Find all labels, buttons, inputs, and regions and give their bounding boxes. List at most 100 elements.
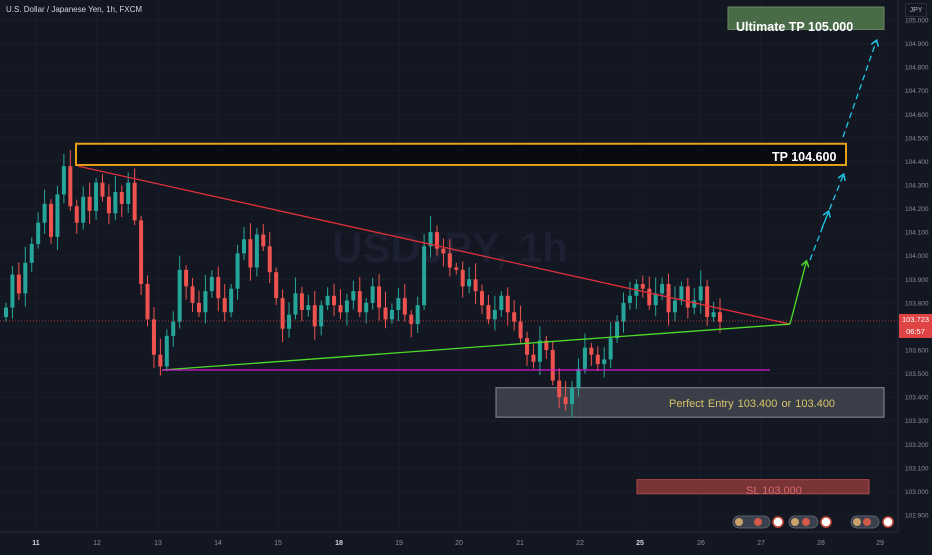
candle-body (242, 239, 246, 254)
candle-body (274, 272, 279, 299)
time-tick-label: 26 (697, 540, 705, 547)
candle-body (454, 267, 459, 270)
time-tick-label: 11 (32, 540, 40, 547)
candle-body (100, 182, 105, 197)
price-tick-label: 104.300 (905, 183, 929, 190)
ultimate-tp-zone (727, 6, 885, 30)
candle-body (106, 196, 111, 214)
candle-body (679, 286, 684, 301)
candle-body (705, 286, 710, 317)
candle-body (660, 284, 665, 294)
price-tick-label: 104.500 (905, 135, 929, 142)
time-tick-label: 25 (636, 540, 644, 547)
candle-body (525, 338, 530, 355)
resistance-trendline (77, 165, 791, 325)
flag-icon (863, 518, 871, 526)
candle-body (306, 305, 311, 310)
time-tick-label: 20 (455, 540, 463, 547)
candle-body (364, 302, 369, 313)
flag-icon (853, 518, 861, 526)
candle-body (222, 298, 227, 313)
candle-body (602, 359, 607, 365)
candle-body (23, 262, 28, 294)
candle-body (10, 274, 15, 308)
flag-icon (802, 518, 810, 526)
candle-body (344, 300, 349, 313)
projection-dashed-arrow (809, 213, 828, 261)
candle-body (171, 321, 176, 336)
candle-body (190, 286, 195, 303)
candle-body (627, 295, 632, 303)
candle-body (402, 298, 407, 315)
candle-body (4, 307, 8, 317)
projection-up-arrow (789, 263, 806, 325)
candle-body (473, 279, 478, 292)
price-tick-label: 105.000 (905, 18, 929, 25)
time-tick-label: 29 (876, 540, 884, 547)
price-tick-label: 102.900 (905, 513, 929, 520)
candle-body (81, 196, 86, 223)
time-tick-label: 13 (154, 540, 162, 547)
time-tick-label: 19 (395, 540, 403, 547)
candle-body (608, 338, 613, 360)
candle-body (338, 305, 343, 313)
candle-body (203, 291, 208, 313)
candles (4, 150, 722, 418)
candle-body (718, 312, 722, 322)
candle-body (589, 347, 594, 355)
candle-body (467, 279, 472, 287)
candle-body (422, 246, 427, 306)
candle-body (647, 288, 652, 306)
time-tick-label: 15 (274, 540, 282, 547)
candle-body (248, 239, 253, 268)
candle-body (505, 295, 510, 313)
flag-icon (791, 518, 799, 526)
candle-body (74, 206, 79, 223)
symbol-title: U.S. Dollar / Japanese Yen, 1h, FXCM (6, 5, 143, 14)
candle-body (280, 298, 285, 329)
candle-body (216, 276, 221, 299)
candle-body (531, 354, 536, 362)
candle-body (235, 253, 240, 289)
candle-body (563, 397, 568, 405)
candle-body (595, 354, 600, 365)
event-marker-group (732, 515, 771, 529)
candle-body (61, 166, 66, 195)
candle-body (319, 305, 324, 327)
candle-body (119, 192, 124, 204)
time-tick-label: 22 (576, 540, 584, 547)
candle-body (415, 305, 420, 325)
event-circle-icon (820, 516, 832, 528)
price-tick-label: 104.200 (905, 206, 929, 213)
candle-body (396, 298, 401, 310)
candle-body (87, 196, 92, 211)
candle-body (389, 309, 394, 320)
candle-body (29, 243, 34, 263)
candle-body (299, 293, 304, 310)
candle-body (570, 387, 575, 405)
price-tick-label: 103.600 (905, 348, 929, 355)
candle-body (261, 234, 266, 247)
price-tick-label: 103.800 (905, 300, 929, 307)
projection-dashed-arrow (842, 42, 876, 138)
price-tick-label: 104.600 (905, 112, 929, 119)
tp-zone-label: TP 104.600 (772, 150, 837, 164)
time-tick-label: 28 (817, 540, 825, 547)
candle-body (672, 300, 677, 313)
candle-body (557, 380, 562, 398)
price-tick-label: 103.900 (905, 277, 929, 284)
candle-body (94, 182, 99, 211)
zones-layer (75, 6, 885, 495)
price-tick-label: 103.300 (905, 418, 929, 425)
candle-body (698, 286, 703, 301)
candle-body (209, 276, 214, 292)
candle-body (158, 354, 163, 367)
candle-body (615, 321, 620, 339)
candle-body (196, 302, 201, 313)
price-tick-label: 104.900 (905, 41, 929, 48)
candle-body (16, 274, 21, 294)
candle-body (293, 293, 298, 315)
candle-body (126, 182, 131, 204)
